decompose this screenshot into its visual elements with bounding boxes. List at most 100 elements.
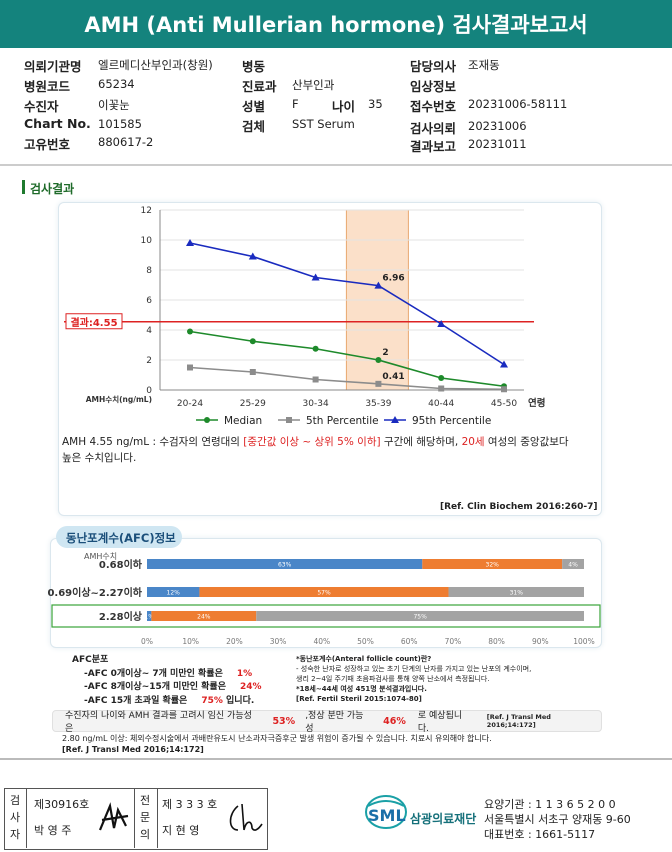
preg-text-2: ,정상 분만 가능성 <box>305 711 364 734</box>
afc-note-ref: [Ref. Fertil Steril 2015:1074-80] <box>296 695 422 703</box>
series-marker <box>186 239 194 246</box>
afc-tick-label: 10% <box>182 637 199 646</box>
doctor-no: 제 3 3 3 호 <box>162 798 218 811</box>
inspector-signature <box>98 802 129 831</box>
afc-tick-label: 100% <box>573 637 594 646</box>
afc-row-highlight <box>51 604 601 628</box>
data-label: 6.96 <box>382 274 404 284</box>
afc-segment-label: 32% <box>486 562 500 569</box>
afc-segment-label: 31% <box>510 590 524 597</box>
afc-notes: *동난포계수(Anteral follicle count)란? - 성숙한 난… <box>296 654 606 704</box>
series-marker <box>249 369 256 375</box>
info-value: 65234 <box>98 77 135 91</box>
org-phone: 대표번호 : 1661-5117 <box>484 828 596 841</box>
afc-segment-label: 12% <box>167 590 181 597</box>
interpretation: AMH 4.55 ng/mL : 수검자의 연령대의 [중간값 이상 ~ 상위 … <box>62 434 602 466</box>
afc-bar-segment <box>448 587 584 597</box>
series-marker <box>500 360 508 368</box>
info-label: 담당의사 <box>410 59 457 74</box>
afc-segment-label: 57% <box>317 590 331 597</box>
afc-row-label: 0.69이상~2.27이하 <box>47 586 142 599</box>
inspector-no: 제30916호 <box>34 798 90 811</box>
x-tick-label: 40-44 <box>428 399 454 409</box>
afc-bar-segment <box>147 611 152 621</box>
doctor-label-cell <box>134 788 158 848</box>
afc-bar-segment <box>151 611 257 621</box>
y-axis-label: AMH수치(ng/mL) <box>86 394 152 404</box>
interp-age: 20세 <box>461 436 485 448</box>
series-marker <box>501 386 507 393</box>
series-marker <box>249 338 256 345</box>
afc-dist-text: -AFC 0개이상~ 7개 미만인 확률은 <box>84 668 223 679</box>
series-marker <box>286 417 292 423</box>
afc-dist-row: -AFC 15개 초과일 확률은 75% 입니다. <box>84 695 302 709</box>
info-value: 880617-2 <box>98 135 154 149</box>
info-value: 20231006-58111 <box>468 97 568 111</box>
section-marker <box>22 180 25 194</box>
afc-tick-label: 30% <box>270 637 287 646</box>
afc-tick-label: 40% <box>313 637 330 646</box>
interp-range: [중간값 이상 ~ 상위 5% 이하] <box>243 436 381 448</box>
x-tick-label: 45-50 <box>491 399 517 409</box>
legend-label: 5th Percentile <box>306 415 379 427</box>
info-label: 수진자 <box>24 99 59 114</box>
interp-text-2: 구간에 해당하며, <box>380 436 462 448</box>
info-divider <box>0 164 672 166</box>
footer-divider <box>0 758 672 760</box>
afc-dist-suffix: 입니다. <box>222 695 255 706</box>
info-label: 검사의뢰 <box>410 121 457 136</box>
preg-value-1: 53% <box>272 715 296 727</box>
inspector-name: 박 영 주 <box>34 824 72 837</box>
info-label: 병원코드 <box>24 79 71 94</box>
inspector-label: 검사자 <box>9 794 21 841</box>
legend-label: Median <box>224 415 262 427</box>
agency-number: 요양기관 : 1 1 3 6 5 2 0 0 <box>484 798 616 811</box>
afc-tick-label: 0% <box>141 637 153 646</box>
data-label: 2 <box>382 348 388 358</box>
sml-logo-icon <box>365 795 407 829</box>
preg-text-3: 로 예상됩니다. <box>417 711 463 734</box>
legend-label: 95th Percentile <box>412 415 491 427</box>
series-marker <box>375 380 382 387</box>
info-label: 접수번호 <box>410 99 457 114</box>
info-label: 결과보고 <box>410 139 457 154</box>
afc-segment-label: 24% <box>197 614 211 621</box>
info-label: 병동 <box>242 59 266 74</box>
series-marker <box>187 328 193 335</box>
afc-dist-row: -AFC 8개이상~15개 미만인 확률은 24% <box>84 681 302 695</box>
interp-line-2: 높은 수치입니다. <box>62 452 137 464</box>
afc-dist-title: AFC분포 <box>72 655 109 665</box>
chart-panel <box>58 202 602 516</box>
result-label: 결과:4.55 <box>70 316 117 329</box>
info-value: 101585 <box>98 117 142 131</box>
info-value: 조재동 <box>468 58 500 72</box>
org-name: 삼광의료재단 <box>410 812 477 826</box>
afc-bar-segment <box>256 611 584 621</box>
footnote: 2.80 ng/mL 이상: 체외수정시술에서 과배란유도시 난소과자극증후군 … <box>62 733 492 755</box>
pregnancy-box: 수진자의 나이와 AMH 결과를 고려시 임신 가능성은 53% ,정상 분만 … <box>52 710 602 734</box>
afc-segment-label: 75% <box>413 614 427 621</box>
org-address: 서울특별시 서초구 양재동 9-60 <box>484 813 631 826</box>
series-marker <box>374 281 383 289</box>
patient-info: 의뢰기관명 엘르메디산부인과(창원) 병원코드 65234 수진자 이꽃눈 Chart No… <box>0 52 672 154</box>
info-label: 성별 <box>242 99 266 114</box>
afc-distribution: AFC분포 -AFC 0개이상~ 7개 미만인 확률은 1% -AFC 8개이상~1… <box>62 654 302 708</box>
afc-title: 동난포계수(AFC)정보 <box>66 531 176 545</box>
afc-bar-segment <box>147 559 423 569</box>
info-value: SST Serum <box>292 117 355 131</box>
series-marker <box>248 252 257 260</box>
preg-text-1: 수진자의 나이와 AMH 결과를 고려시 임신 가능성은 <box>65 711 252 734</box>
info-label: 임상정보 <box>410 79 457 94</box>
info-value: 20231006 <box>468 119 527 133</box>
afc-segment-label: 4% <box>568 562 578 569</box>
afc-row-label: 2.28이상 <box>99 610 143 623</box>
afc-dist-row: -AFC 0개이상~ 7개 미만인 확률은 1% <box>84 668 302 682</box>
info-value: 이꽃눈 <box>98 98 130 112</box>
afc-tick-label: 70% <box>445 637 462 646</box>
report-title-bar: AMH (Anti Mullerian hormone) 검사결과보고서 <box>0 0 672 48</box>
x-tick-label: 25-29 <box>240 399 266 409</box>
signature-box <box>4 788 268 850</box>
afc-dist-text: -AFC 15개 초과일 확률은 <box>84 695 188 706</box>
afc-note-3: *18세~44세 여성 451명 분석결과입니다. <box>296 685 427 693</box>
afc-bar-segment <box>562 559 584 569</box>
